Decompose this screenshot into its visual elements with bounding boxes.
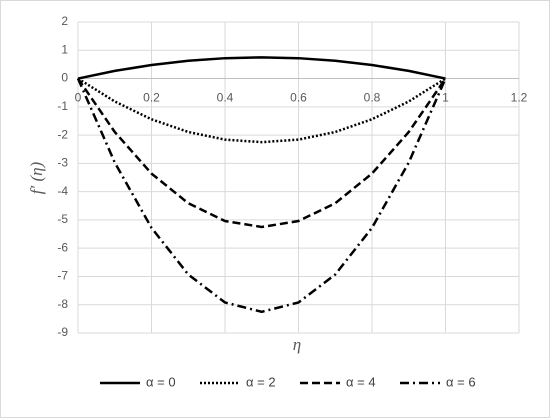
y-tick-label: -2 — [57, 127, 68, 141]
y-axis-title: f′ (η) — [27, 161, 46, 194]
x-tick-label: 1.2 — [511, 91, 528, 105]
y-tick-label: -7 — [57, 269, 68, 283]
y-tick-label: -9 — [57, 325, 68, 339]
legend-label: α = 0 — [146, 374, 176, 389]
legend-label: α = 6 — [446, 374, 476, 389]
y-tick-label: -1 — [57, 99, 68, 113]
y-tick-label: -8 — [57, 297, 68, 311]
y-tick-label: -6 — [57, 240, 68, 254]
y-tick-label: -4 — [57, 184, 68, 198]
x-tick-label: 0.8 — [364, 91, 381, 105]
y-tick-label: 1 — [61, 42, 68, 56]
series-line — [76, 78, 447, 314]
x-axis-title: η — [293, 335, 301, 354]
x-tick-label: 1 — [442, 91, 449, 105]
series-line — [77, 56, 446, 80]
y-tick-label: 0 — [61, 71, 68, 85]
x-tick-label: 0 — [75, 91, 82, 105]
x-tick-label: 0.4 — [217, 91, 234, 105]
series-line — [76, 77, 447, 229]
x-tick-label: 0.6 — [290, 91, 307, 105]
y-tick-label: 2 — [61, 14, 68, 28]
y-tick-label: -3 — [57, 156, 68, 170]
series-line — [77, 77, 447, 144]
y-tick-label: -5 — [57, 212, 68, 226]
x-tick-label: 0.2 — [143, 91, 160, 105]
legend-label: α = 2 — [246, 374, 276, 389]
legend-label: α = 4 — [346, 374, 376, 389]
